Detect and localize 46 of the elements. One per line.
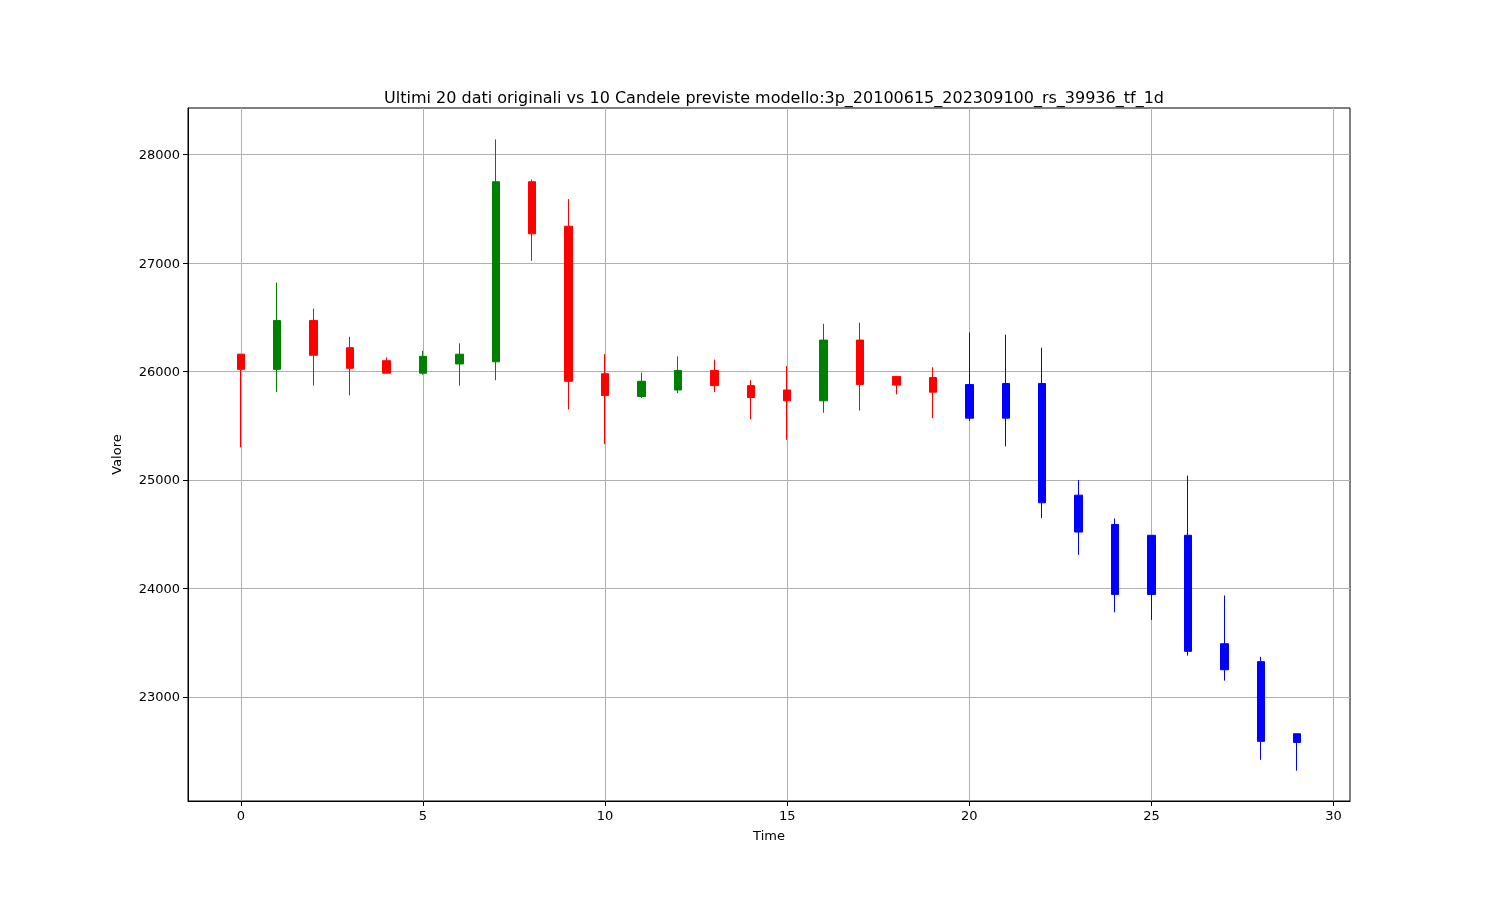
x-tick-label: 25 <box>1143 808 1160 823</box>
candlestick <box>1038 347 1046 519</box>
candlestick <box>674 355 682 394</box>
candlestick <box>419 350 427 376</box>
y-tick-label: 23000 <box>138 689 180 705</box>
candlestick <box>492 138 500 381</box>
candlestick <box>1002 334 1010 447</box>
candlestick <box>1293 733 1301 772</box>
y-tick-label: 24000 <box>138 580 180 596</box>
candlestick <box>1147 534 1156 621</box>
candlestick <box>273 282 281 393</box>
candlestick <box>637 372 646 399</box>
x-tick-label: 0 <box>236 808 245 823</box>
y-tick-label: 28000 <box>138 147 180 163</box>
x-tick-label: 5 <box>418 808 428 823</box>
y-tick-label: 25000 <box>138 472 180 488</box>
candlestick <box>747 379 755 420</box>
candlestick <box>309 308 318 387</box>
x-axis-title: Time <box>752 828 785 843</box>
candlestick <box>783 365 791 441</box>
x-tick-label: 30 <box>1325 808 1342 823</box>
y-axis-title: Valore <box>109 434 124 475</box>
candlestick <box>564 198 573 410</box>
candlestick <box>346 336 354 396</box>
candlestick <box>929 366 937 419</box>
candlestick <box>965 331 974 422</box>
candlestick <box>455 342 464 387</box>
candlestick <box>237 353 245 448</box>
candlestick <box>710 359 719 393</box>
candlestick <box>856 322 864 412</box>
candlestick <box>1111 517 1119 613</box>
candlestick <box>819 323 828 414</box>
candlestick <box>1074 479 1083 556</box>
candlestick <box>382 356 391 374</box>
x-tick-label: 10 <box>596 808 614 823</box>
candlestick <box>1184 475 1192 657</box>
candlestick <box>528 179 536 262</box>
y-tick-label: 26000 <box>138 364 180 380</box>
candlestick <box>892 375 901 395</box>
chart-title: Ultimi 20 dati originali vs 10 Candele previste modello:3p_20100615_202309100_rs_39936_tf_1d <box>384 87 1164 108</box>
candlestick <box>601 353 609 445</box>
candlestick <box>1257 656 1265 761</box>
y-tick-label: 27000 <box>138 255 180 271</box>
candlestick <box>1220 594 1229 682</box>
x-tick-label: 20 <box>961 808 978 823</box>
x-tick-label: 15 <box>778 808 796 823</box>
